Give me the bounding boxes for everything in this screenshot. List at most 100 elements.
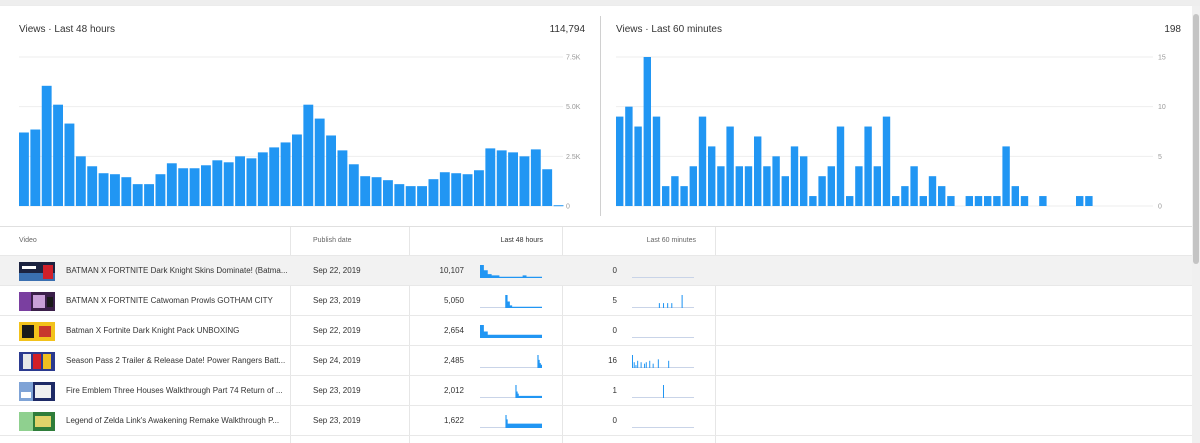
bar[interactable] (901, 186, 909, 206)
bar[interactable] (1076, 196, 1084, 206)
bar[interactable] (439, 172, 450, 206)
bar[interactable] (417, 186, 427, 206)
video-title[interactable]: Season Pass 2 Trailer & Release Date! Po… (66, 356, 286, 365)
bar[interactable] (201, 165, 211, 206)
bar[interactable] (754, 136, 762, 206)
bar[interactable] (132, 184, 143, 206)
bar[interactable] (155, 174, 166, 206)
bar[interactable] (671, 176, 679, 206)
bar[interactable] (383, 180, 393, 206)
table-row[interactable]: Fire Emblem Three Houses Walkthrough Par… (0, 375, 1192, 405)
bar[interactable] (269, 147, 280, 206)
bar[interactable] (864, 126, 872, 206)
bar[interactable] (496, 150, 507, 206)
bar[interactable] (553, 205, 564, 207)
header-last-48-hours[interactable]: Last 48 hours (500, 237, 543, 244)
table-row[interactable]: BATMAN X FORTNITE Catwoman Prowls GOTHAM… (0, 285, 1192, 315)
bar[interactable] (292, 134, 302, 206)
bar[interactable] (726, 126, 734, 206)
bar[interactable] (873, 166, 881, 206)
bar[interactable] (836, 126, 845, 206)
bar[interactable] (53, 104, 63, 206)
video-title[interactable]: Fire Emblem Three Houses Walkthrough Par… (66, 386, 283, 395)
bar[interactable] (144, 184, 154, 206)
bar[interactable] (303, 104, 314, 206)
bar[interactable] (1002, 146, 1010, 206)
bar[interactable] (178, 168, 189, 206)
bar[interactable] (993, 196, 1001, 206)
bar[interactable] (910, 166, 918, 206)
bar[interactable] (680, 186, 688, 206)
bar[interactable] (530, 149, 541, 206)
bar[interactable] (280, 142, 291, 206)
bar[interactable] (326, 135, 336, 206)
bar[interactable] (314, 118, 325, 206)
table-row[interactable] (0, 435, 1192, 443)
bar[interactable] (846, 196, 854, 206)
bar[interactable] (965, 196, 973, 206)
bar[interactable] (64, 123, 75, 206)
bar[interactable] (1085, 196, 1093, 206)
bar[interactable] (928, 176, 937, 206)
table-row[interactable]: BATMAN X FORTNITE Dark Knight Skins Domi… (0, 255, 1192, 285)
bar[interactable] (818, 176, 826, 206)
bar[interactable] (19, 132, 29, 206)
bar[interactable] (212, 160, 223, 206)
bar[interactable] (246, 158, 257, 206)
bar[interactable] (938, 186, 946, 206)
bar[interactable] (98, 173, 109, 206)
bar[interactable] (87, 166, 98, 206)
bar[interactable] (1011, 186, 1019, 206)
bar[interactable] (360, 176, 371, 206)
bar[interactable] (41, 85, 52, 206)
bar[interactable] (772, 156, 780, 206)
bar[interactable] (708, 146, 716, 206)
bar[interactable] (542, 169, 553, 206)
bar[interactable] (689, 166, 697, 206)
bar[interactable] (474, 170, 484, 206)
bar[interactable] (121, 177, 132, 206)
bar[interactable] (744, 166, 753, 206)
video-title[interactable]: Batman X Fortnite Dark Knight Pack UNBOX… (66, 326, 240, 335)
table-row[interactable]: Season Pass 2 Trailer & Release Date! Po… (0, 345, 1192, 375)
header-video[interactable]: Video (19, 237, 37, 244)
bar[interactable] (616, 116, 624, 206)
header-last-60-minutes[interactable]: Last 60 minutes (646, 237, 696, 244)
bar[interactable] (625, 106, 633, 206)
bar[interactable] (882, 116, 891, 206)
table-row[interactable]: Legend of Zelda Link's Awakening Remake … (0, 405, 1192, 435)
bar[interactable] (110, 174, 120, 206)
bar[interactable] (30, 129, 41, 206)
bar[interactable] (394, 184, 405, 206)
bar[interactable] (735, 166, 743, 206)
table-row[interactable]: Batman X Fortnite Dark Knight Pack UNBOX… (0, 315, 1192, 345)
bar[interactable] (428, 179, 439, 206)
bar[interactable] (634, 126, 642, 206)
bar[interactable] (855, 166, 863, 206)
bar[interactable] (947, 196, 955, 206)
bar[interactable] (235, 156, 245, 206)
bar[interactable] (1020, 196, 1029, 206)
bar[interactable] (698, 116, 707, 206)
bar[interactable] (405, 186, 416, 206)
bar[interactable] (75, 156, 86, 206)
bar[interactable] (717, 166, 725, 206)
video-thumbnail[interactable] (19, 382, 55, 401)
scrollbar-thumb[interactable] (1193, 14, 1199, 264)
bar[interactable] (974, 196, 983, 206)
bar[interactable] (451, 173, 462, 206)
bar[interactable] (827, 166, 835, 206)
bar[interactable] (781, 176, 789, 206)
bar[interactable] (462, 174, 473, 206)
bar[interactable] (809, 196, 817, 206)
bar[interactable] (984, 196, 992, 206)
video-thumbnail[interactable] (19, 352, 55, 371)
video-thumbnail[interactable] (19, 412, 55, 431)
bar[interactable] (223, 162, 234, 206)
video-title[interactable]: BATMAN X FORTNITE Catwoman Prowls GOTHAM… (66, 296, 273, 305)
bar[interactable] (643, 57, 651, 206)
bar[interactable] (371, 177, 382, 206)
bar[interactable] (166, 163, 177, 206)
bar[interactable] (1039, 196, 1047, 206)
video-title[interactable]: BATMAN X FORTNITE Dark Knight Skins Domi… (66, 266, 288, 275)
